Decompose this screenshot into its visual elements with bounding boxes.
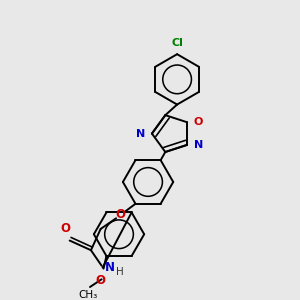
- Text: N: N: [194, 140, 203, 150]
- Text: O: O: [61, 222, 71, 235]
- Text: O: O: [96, 274, 106, 287]
- Text: Cl: Cl: [171, 38, 183, 48]
- Text: O: O: [115, 208, 125, 221]
- Text: H: H: [116, 266, 124, 277]
- Text: N: N: [136, 129, 145, 139]
- Text: CH₃: CH₃: [78, 290, 98, 300]
- Text: N: N: [104, 261, 115, 274]
- Text: O: O: [194, 117, 203, 127]
